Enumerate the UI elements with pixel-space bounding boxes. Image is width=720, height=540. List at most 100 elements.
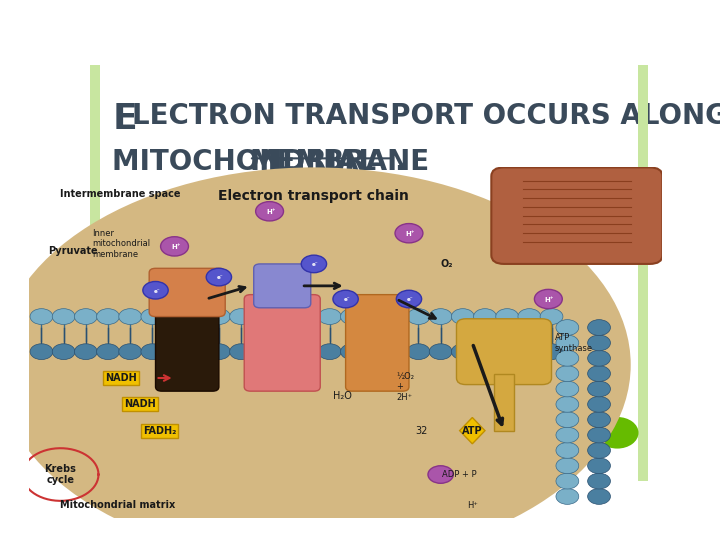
Circle shape bbox=[274, 344, 297, 360]
Text: NADH: NADH bbox=[105, 373, 137, 383]
Text: Electron transport chain: Electron transport chain bbox=[218, 190, 410, 204]
Text: Mitochondrial matrix: Mitochondrial matrix bbox=[60, 500, 176, 510]
Circle shape bbox=[341, 344, 364, 360]
Circle shape bbox=[407, 344, 430, 360]
Circle shape bbox=[143, 281, 168, 299]
Circle shape bbox=[556, 350, 579, 366]
Text: 32: 32 bbox=[415, 426, 428, 436]
Circle shape bbox=[96, 309, 120, 325]
Circle shape bbox=[333, 291, 359, 308]
Text: H₂O: H₂O bbox=[333, 390, 352, 401]
Circle shape bbox=[53, 344, 75, 360]
Circle shape bbox=[428, 465, 454, 483]
Circle shape bbox=[301, 255, 327, 273]
Circle shape bbox=[496, 344, 518, 360]
Circle shape bbox=[540, 309, 563, 325]
Circle shape bbox=[96, 344, 120, 360]
Circle shape bbox=[363, 309, 385, 325]
Circle shape bbox=[474, 309, 496, 325]
Circle shape bbox=[341, 309, 364, 325]
Circle shape bbox=[207, 309, 230, 325]
Circle shape bbox=[556, 442, 579, 458]
Text: H⁺: H⁺ bbox=[405, 231, 415, 237]
Circle shape bbox=[588, 427, 611, 443]
Text: H⁺: H⁺ bbox=[171, 244, 181, 250]
Circle shape bbox=[274, 309, 297, 325]
Text: ATP
synthase: ATP synthase bbox=[554, 333, 593, 353]
Circle shape bbox=[161, 237, 189, 256]
Circle shape bbox=[588, 381, 611, 397]
Text: .: . bbox=[394, 148, 405, 176]
Circle shape bbox=[556, 335, 579, 351]
Circle shape bbox=[30, 344, 53, 360]
Circle shape bbox=[556, 473, 579, 489]
Circle shape bbox=[540, 344, 563, 360]
Text: FADH₂: FADH₂ bbox=[143, 426, 176, 436]
FancyBboxPatch shape bbox=[244, 295, 320, 391]
Text: Krebs
cycle: Krebs cycle bbox=[45, 464, 76, 485]
Text: e⁻: e⁻ bbox=[153, 288, 160, 294]
Circle shape bbox=[163, 309, 186, 325]
Circle shape bbox=[496, 309, 518, 325]
Circle shape bbox=[474, 344, 496, 360]
Text: H⁺: H⁺ bbox=[266, 209, 276, 215]
Text: ADP + P: ADP + P bbox=[442, 470, 477, 479]
Circle shape bbox=[30, 309, 53, 325]
Ellipse shape bbox=[0, 167, 631, 540]
Circle shape bbox=[256, 201, 284, 221]
Text: Pyruvate: Pyruvate bbox=[48, 246, 97, 256]
Text: MITOCHONDRIAL: MITOCHONDRIAL bbox=[112, 148, 386, 176]
Circle shape bbox=[588, 458, 611, 474]
FancyBboxPatch shape bbox=[90, 65, 100, 481]
Circle shape bbox=[141, 309, 163, 325]
Circle shape bbox=[363, 344, 385, 360]
Circle shape bbox=[396, 291, 422, 308]
Text: e⁻: e⁻ bbox=[343, 298, 350, 302]
Circle shape bbox=[53, 309, 75, 325]
Circle shape bbox=[230, 309, 253, 325]
Circle shape bbox=[296, 344, 319, 360]
Circle shape bbox=[74, 344, 97, 360]
Circle shape bbox=[385, 344, 408, 360]
Circle shape bbox=[318, 344, 341, 360]
Circle shape bbox=[429, 344, 452, 360]
Circle shape bbox=[556, 412, 579, 428]
Circle shape bbox=[119, 309, 142, 325]
Circle shape bbox=[588, 350, 611, 366]
Circle shape bbox=[163, 344, 186, 360]
Circle shape bbox=[534, 289, 562, 309]
Circle shape bbox=[556, 458, 579, 474]
Circle shape bbox=[588, 442, 611, 458]
Text: LECTRON TRANSPORT OCCURS ALONG THE: LECTRON TRANSPORT OCCURS ALONG THE bbox=[132, 102, 720, 130]
FancyBboxPatch shape bbox=[253, 264, 311, 308]
Circle shape bbox=[185, 344, 208, 360]
Circle shape bbox=[556, 489, 579, 504]
Circle shape bbox=[556, 320, 579, 335]
Circle shape bbox=[296, 309, 319, 325]
Circle shape bbox=[407, 309, 430, 325]
Circle shape bbox=[141, 344, 163, 360]
Text: Intermembrane space: Intermembrane space bbox=[60, 190, 181, 199]
Circle shape bbox=[588, 335, 611, 351]
Text: E: E bbox=[112, 102, 137, 136]
Text: O₂: O₂ bbox=[441, 259, 453, 269]
Circle shape bbox=[588, 412, 611, 428]
Text: e⁻: e⁻ bbox=[217, 275, 223, 280]
Circle shape bbox=[74, 309, 97, 325]
Circle shape bbox=[185, 309, 208, 325]
Circle shape bbox=[556, 366, 579, 381]
Circle shape bbox=[588, 366, 611, 381]
Circle shape bbox=[556, 427, 579, 443]
Circle shape bbox=[119, 344, 142, 360]
FancyBboxPatch shape bbox=[495, 374, 513, 431]
Circle shape bbox=[451, 309, 474, 325]
FancyBboxPatch shape bbox=[491, 167, 662, 264]
Circle shape bbox=[230, 344, 253, 360]
Text: ATP: ATP bbox=[462, 426, 482, 436]
Circle shape bbox=[206, 268, 232, 286]
FancyBboxPatch shape bbox=[156, 303, 219, 391]
Circle shape bbox=[451, 344, 474, 360]
Circle shape bbox=[318, 309, 341, 325]
Text: NADH: NADH bbox=[124, 399, 156, 409]
Text: H⁺: H⁺ bbox=[545, 297, 554, 303]
